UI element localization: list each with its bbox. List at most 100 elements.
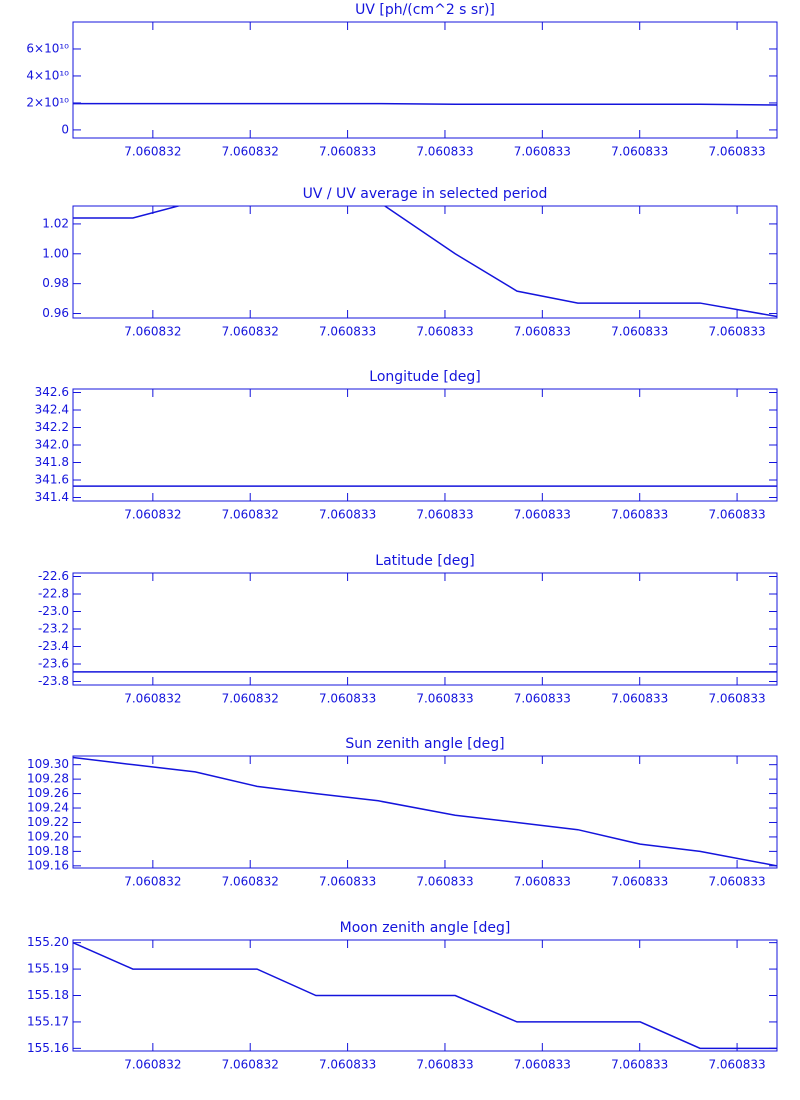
x-tick-label: 7.060833	[416, 508, 473, 522]
data-line	[73, 102, 777, 106]
x-tick-label: 7.060833	[514, 145, 571, 159]
x-tick-label: 7.060832	[124, 1058, 181, 1072]
y-tick-label: 1.00	[42, 246, 69, 260]
y-tick-label: -23.2	[38, 622, 69, 636]
panel-title: UV / UV average in selected period	[303, 186, 548, 202]
x-tick-label: 7.060833	[319, 692, 376, 706]
y-tick-label: 155.20	[27, 935, 69, 949]
y-tick-label: 0.96	[42, 306, 69, 320]
x-tick-label: 7.060832	[222, 325, 279, 339]
x-tick-label: 7.060833	[416, 325, 473, 339]
x-tick-label: 7.060833	[319, 875, 376, 889]
y-tick-label: 155.17	[27, 1014, 69, 1028]
y-tick-label: 109.22	[27, 815, 69, 829]
x-tick-label: 7.060833	[708, 508, 765, 522]
x-tick-label: 7.060833	[611, 692, 668, 706]
x-tick-label: 7.060832	[124, 692, 181, 706]
x-tick-label: 7.060833	[416, 145, 473, 159]
y-tick-label: 4×10¹⁰	[26, 68, 69, 82]
x-tick-label: 7.060833	[611, 325, 668, 339]
y-tick-label: 2×10¹⁰	[26, 95, 69, 109]
panel-title: Latitude [deg]	[375, 553, 474, 569]
y-tick-label: -22.8	[38, 587, 69, 601]
x-tick-label: 7.060833	[514, 508, 571, 522]
y-tick-label: 342.4	[35, 403, 69, 417]
x-tick-label: 7.060833	[611, 875, 668, 889]
x-tick-label: 7.060833	[416, 1058, 473, 1072]
y-tick-label: 341.8	[35, 455, 69, 469]
y-tick-label: -22.6	[38, 569, 69, 583]
x-tick-label: 7.060832	[222, 692, 279, 706]
plot-frame	[72, 388, 778, 502]
y-tick-label: 1.02	[42, 216, 69, 230]
y-tick-label: 0.98	[42, 276, 69, 290]
y-tick-label: 341.4	[35, 490, 69, 504]
x-tick-label: 7.060833	[416, 875, 473, 889]
x-tick-label: 7.060832	[222, 1058, 279, 1072]
y-tick-label: 109.20	[27, 829, 69, 843]
x-tick-label: 7.060832	[124, 145, 181, 159]
plot-frame	[72, 572, 778, 686]
x-tick-label: 7.060833	[708, 145, 765, 159]
x-tick-label: 7.060833	[514, 692, 571, 706]
x-tick-label: 7.060833	[416, 692, 473, 706]
y-tick-label: 155.16	[27, 1041, 69, 1055]
panel-title: Sun zenith angle [deg]	[345, 736, 504, 752]
y-tick-label: 109.18	[27, 844, 69, 858]
x-tick-label: 7.060833	[514, 1058, 571, 1072]
plot-frame	[72, 21, 778, 139]
y-tick-label: 342.2	[35, 420, 69, 434]
y-tick-label: -23.0	[38, 604, 69, 618]
x-tick-label: 7.060833	[319, 325, 376, 339]
x-tick-label: 7.060833	[708, 875, 765, 889]
y-tick-label: 6×10¹⁰	[26, 41, 69, 55]
y-tick-label: -23.4	[38, 639, 69, 653]
x-tick-label: 7.060833	[319, 508, 376, 522]
plot-frame	[72, 939, 778, 1052]
panel: Sun zenith angle [deg] 109.16109.18109.20…	[27, 736, 778, 889]
x-tick-label: 7.060833	[319, 145, 376, 159]
panel-title: UV [ph/(cm^2 s sr)]	[355, 2, 495, 18]
x-tick-label: 7.060833	[514, 325, 571, 339]
x-tick-label: 7.060832	[124, 875, 181, 889]
y-tick-label: 109.26	[27, 786, 69, 800]
y-tick-label: 109.16	[27, 858, 69, 872]
y-tick-label: 155.18	[27, 988, 69, 1002]
panel-title: Moon zenith angle [deg]	[340, 920, 511, 936]
y-tick-label: 155.19	[27, 962, 69, 976]
y-tick-label: -23.8	[38, 674, 69, 688]
y-tick-label: -23.6	[38, 657, 69, 671]
data-line	[73, 941, 777, 1050]
x-tick-label: 7.060833	[611, 1058, 668, 1072]
panel: UV / UV average in selected period 0.96 0.…	[42, 186, 778, 339]
y-tick-label: 0	[61, 122, 69, 136]
y-tick-label: 342.0	[35, 438, 69, 452]
x-tick-label: 7.060833	[708, 325, 765, 339]
panel: UV [ph/(cm^2 s sr)] 0 2×10¹⁰ 4×10¹⁰ 6×10¹⁰ 7.…	[26, 2, 778, 159]
x-tick-label: 7.060832	[124, 325, 181, 339]
y-tick-label: 109.24	[27, 801, 69, 815]
x-tick-label: 7.060832	[222, 875, 279, 889]
y-tick-label: 109.30	[27, 757, 69, 771]
panel: Moon zenith angle [deg] 155.16 155.17 155.1…	[27, 920, 778, 1072]
plot-frame	[72, 205, 778, 319]
x-tick-label: 7.060833	[611, 508, 668, 522]
plot-frame	[72, 755, 778, 869]
panel: Longitude [deg] 341.4 341.6 341.8 342.0 342.2…	[35, 369, 778, 522]
data-line	[73, 756, 777, 867]
data-line	[73, 206, 777, 318]
y-tick-label: 342.6	[35, 385, 69, 399]
x-tick-label: 7.060833	[319, 1058, 376, 1072]
x-tick-label: 7.060832	[222, 508, 279, 522]
x-tick-label: 7.060833	[708, 692, 765, 706]
x-tick-label: 7.060832	[124, 508, 181, 522]
y-tick-label: 341.6	[35, 473, 69, 487]
x-tick-label: 7.060832	[222, 145, 279, 159]
x-tick-label: 7.060833	[514, 875, 571, 889]
panel-title: Longitude [deg]	[369, 369, 480, 385]
x-tick-label: 7.060833	[708, 1058, 765, 1072]
x-tick-label: 7.060833	[611, 145, 668, 159]
panel: Latitude [deg] -23.8 -23.6 -23.4 -23.2 -23.0 -…	[38, 553, 778, 706]
y-tick-label: 109.28	[27, 772, 69, 786]
